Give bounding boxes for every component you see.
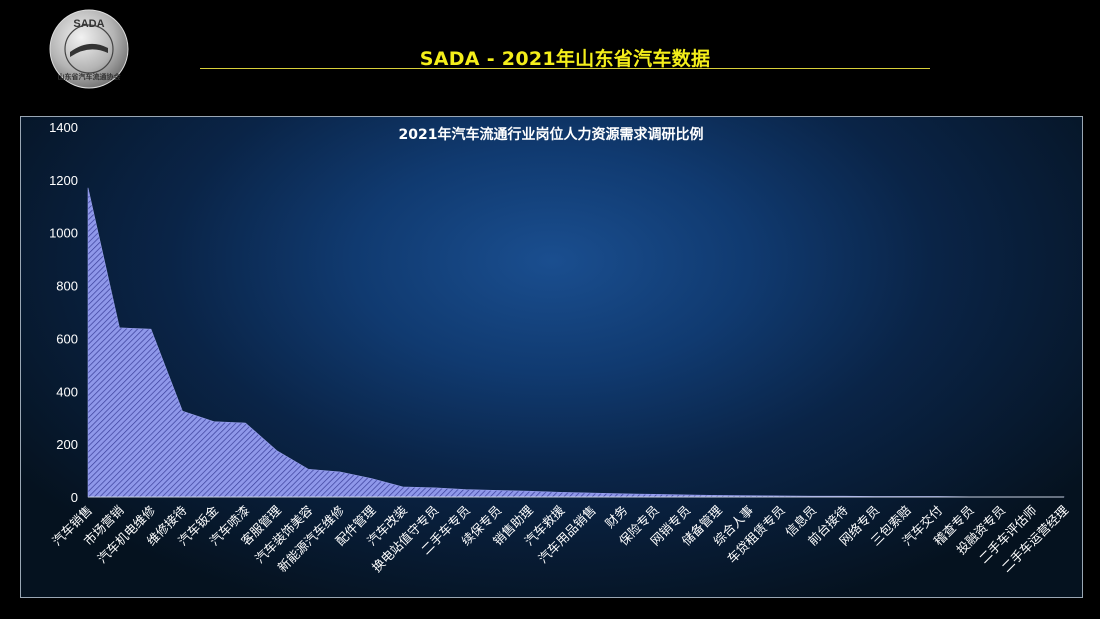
area-series (87, 187, 1065, 498)
title-underline (200, 68, 930, 69)
sada-logo: SADA 山东省汽车流通协会 (49, 9, 129, 89)
area-chart: 2021年汽车流通行业岗位人力资源需求调研比例 0 200 400 600 800 100… (49, 120, 1071, 575)
y-tick-label: 1200 (49, 173, 78, 188)
y-tick-label: 1400 (49, 120, 78, 135)
y-tick-label: 600 (56, 331, 78, 346)
chart-title: 2021年汽车流通行业岗位人力资源需求调研比例 (399, 126, 704, 143)
y-tick-label: 800 (56, 279, 78, 294)
y-tick-label: 400 (56, 384, 78, 399)
y-tick-label: 200 (56, 437, 78, 452)
y-tick-label: 0 (71, 490, 78, 505)
chart-frame: 2021年汽车流通行业岗位人力资源需求调研比例 0 200 400 600 800 100… (20, 116, 1083, 598)
logo-text: SADA (73, 18, 104, 30)
logo-subtext: 山东省汽车流通协会 (58, 72, 122, 81)
page-title: SADA - 2021年山东省汽车数据 (419, 48, 711, 70)
y-tick-label: 1000 (49, 226, 78, 241)
